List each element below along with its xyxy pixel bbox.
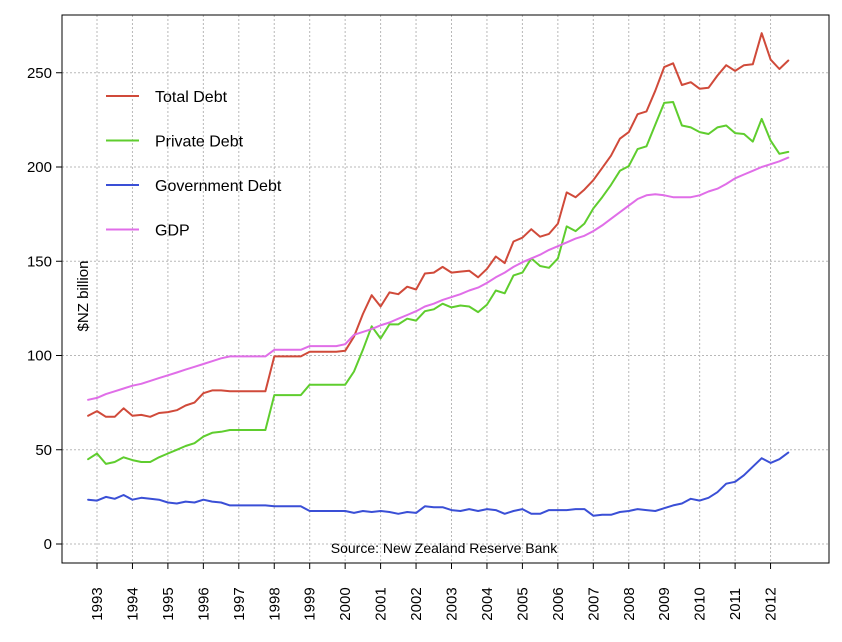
x-tick-label: 2007 (585, 587, 602, 620)
x-tick-label: 1994 (124, 587, 141, 620)
source-note: Source: New Zealand Reserve Bank (331, 540, 558, 556)
x-tick-label: 2011 (727, 588, 744, 620)
y-tick-label: 200 (27, 159, 52, 176)
y-tick-label: 0 (44, 536, 52, 553)
legend: Total Debt Private Debt Government Debt GDP (106, 89, 282, 240)
legend-entry-private-debt: Private Debt (106, 134, 244, 151)
x-tick-label: 2001 (373, 587, 390, 620)
x-tick-label: 2008 (621, 587, 638, 620)
x-tick-label: 1998 (266, 587, 283, 620)
legend-entry-gdp: GDP (106, 223, 190, 240)
axes: 0 50 100 150 200 250 1993 1994 1995 1996 1997 1998 1… (27, 65, 780, 621)
x-tick-label: 1995 (160, 587, 177, 620)
x-tick-label: 1999 (302, 587, 319, 620)
x-tick-label: 2005 (514, 587, 531, 620)
legend-label: Total Debt (155, 89, 228, 106)
x-tick-label: 1993 (89, 587, 106, 620)
legend-label: Government Debt (155, 178, 282, 195)
x-tick-label: 1996 (195, 587, 212, 620)
y-tick-label: 150 (27, 253, 52, 270)
y-tick-label: 100 (27, 348, 52, 365)
x-tick-label: 2000 (337, 587, 354, 620)
y-tick-label: 250 (27, 65, 52, 82)
x-tick-label: 1997 (231, 587, 248, 620)
x-tick-label: 2003 (444, 587, 461, 620)
y-axis-label: $NZ billion (75, 261, 92, 332)
x-tick-label: 2004 (479, 587, 496, 620)
legend-label: Private Debt (155, 134, 244, 151)
plot-frame (61, 14, 830, 564)
x-tick-label: 2006 (550, 587, 567, 620)
gridlines (62, 15, 829, 563)
y-tick-label: 50 (35, 442, 52, 459)
series-line-government-debt (87, 451, 790, 517)
legend-entry-government-debt: Government Debt (106, 178, 282, 195)
x-tick-label: 2009 (656, 587, 673, 620)
series-line-gdp (87, 156, 790, 401)
series-lines (87, 32, 790, 517)
x-tick-label: 2002 (408, 587, 425, 620)
x-tick-label: 2012 (763, 587, 780, 620)
series-line-total-debt (87, 32, 790, 418)
x-tick-label: 2010 (692, 587, 709, 620)
legend-entry-total-debt: Total Debt (106, 89, 228, 106)
legend-label: GDP (155, 223, 190, 240)
series-line-private-debt (87, 101, 790, 465)
